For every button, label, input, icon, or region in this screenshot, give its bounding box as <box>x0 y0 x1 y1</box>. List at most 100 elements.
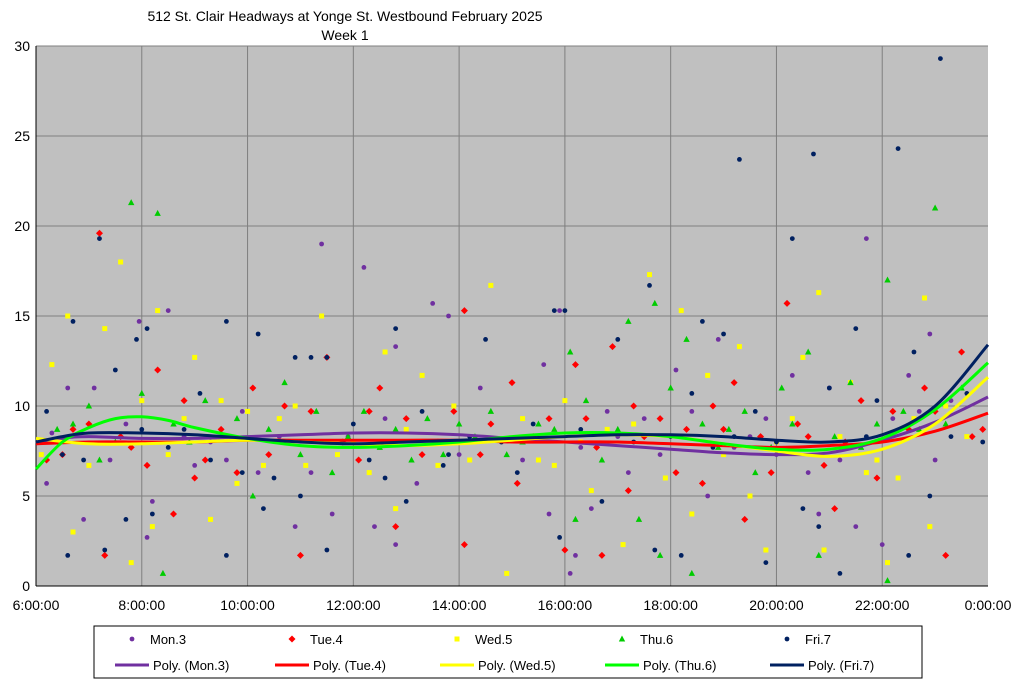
data-point <box>393 344 399 349</box>
data-point <box>620 542 626 548</box>
data-point <box>334 452 340 458</box>
legend-marker <box>288 635 296 643</box>
data-point <box>255 331 261 337</box>
data-point <box>467 457 473 463</box>
data-point <box>800 354 806 360</box>
data-point <box>96 456 103 463</box>
data-point <box>752 409 758 414</box>
data-point <box>298 493 303 499</box>
data-point <box>208 457 213 463</box>
data-point <box>271 475 277 481</box>
x-tick-label: 0:00:00 <box>965 597 1012 613</box>
data-point <box>136 319 142 324</box>
data-point <box>804 433 812 441</box>
data-point <box>873 474 881 482</box>
data-point <box>715 337 721 342</box>
data-point <box>520 457 525 463</box>
grid-layer <box>35 45 988 587</box>
data-point <box>319 313 325 319</box>
data-point <box>69 425 77 433</box>
data-point <box>123 421 129 427</box>
data-point <box>980 439 986 445</box>
data-point <box>911 416 917 422</box>
data-point <box>419 372 425 378</box>
data-point <box>402 415 410 423</box>
data-point <box>890 416 896 421</box>
data-point <box>736 344 742 350</box>
data-point <box>572 515 579 522</box>
y-tick-label: 0 <box>22 578 30 594</box>
data-point <box>885 560 891 566</box>
data-point <box>393 542 399 547</box>
data-point <box>964 434 970 440</box>
data-point <box>582 415 590 423</box>
data-point <box>403 426 409 432</box>
data-point <box>319 241 324 247</box>
data-point <box>689 409 695 414</box>
data-point <box>144 535 150 540</box>
data-point <box>789 373 795 378</box>
legend-label: Mon.3 <box>150 632 186 647</box>
data-point <box>900 407 907 414</box>
data-point <box>446 313 451 319</box>
legend-marker <box>454 636 460 642</box>
data-point <box>123 517 129 522</box>
data-point <box>571 361 579 369</box>
data-point <box>107 457 113 463</box>
data-point <box>477 385 483 391</box>
data-point <box>144 326 150 331</box>
legend-label: Poly. (Mon.3) <box>153 658 229 673</box>
x-axis: 6:00:00 8:00:00 10:00:00 12:00:00 14:00:00 16… <box>13 597 1012 613</box>
data-point <box>281 379 288 386</box>
data-point <box>916 409 922 414</box>
data-point <box>895 475 901 481</box>
data-point <box>635 515 643 522</box>
data-point <box>65 553 71 558</box>
y-tick-label: 25 <box>14 128 30 144</box>
data-point <box>249 492 257 499</box>
data-point <box>599 499 605 504</box>
legend-label: Poly. (Fri.7) <box>808 658 874 673</box>
data-point <box>837 571 843 576</box>
data-point <box>366 457 372 463</box>
data-point <box>197 391 203 396</box>
data-point <box>143 461 151 469</box>
data-point <box>582 397 590 404</box>
data-point <box>789 236 795 242</box>
data-point <box>446 452 451 457</box>
data-point <box>239 409 245 414</box>
trendline <box>34 361 989 471</box>
data-point <box>938 56 943 61</box>
data-point <box>328 469 336 476</box>
y-tick-label: 10 <box>14 398 30 414</box>
data-point <box>360 407 368 414</box>
x-tick-label: 18:00:00 <box>643 597 698 613</box>
data-point <box>783 299 791 307</box>
data-point <box>49 362 55 368</box>
data-point <box>91 385 97 391</box>
data-point <box>889 407 897 415</box>
data-point <box>562 308 568 313</box>
data-point <box>588 506 594 511</box>
data-point <box>545 415 553 423</box>
data-point <box>906 553 912 558</box>
data-point <box>767 469 775 477</box>
data-point <box>551 308 557 313</box>
legend-label: Poly. (Thu.6) <box>643 658 716 673</box>
data-point <box>128 560 134 566</box>
y-tick-label: 30 <box>14 38 30 54</box>
data-point <box>604 426 610 432</box>
data-point <box>149 499 155 504</box>
data-point <box>49 430 55 436</box>
data-point <box>927 331 933 337</box>
data-point <box>683 425 691 433</box>
data-point <box>689 511 695 517</box>
data-point <box>297 451 304 458</box>
data-point <box>700 319 705 324</box>
data-point <box>239 470 245 475</box>
data-point <box>530 421 536 427</box>
legend-label: Thu.6 <box>640 632 673 647</box>
data-point <box>831 505 839 513</box>
data-point <box>741 407 748 414</box>
